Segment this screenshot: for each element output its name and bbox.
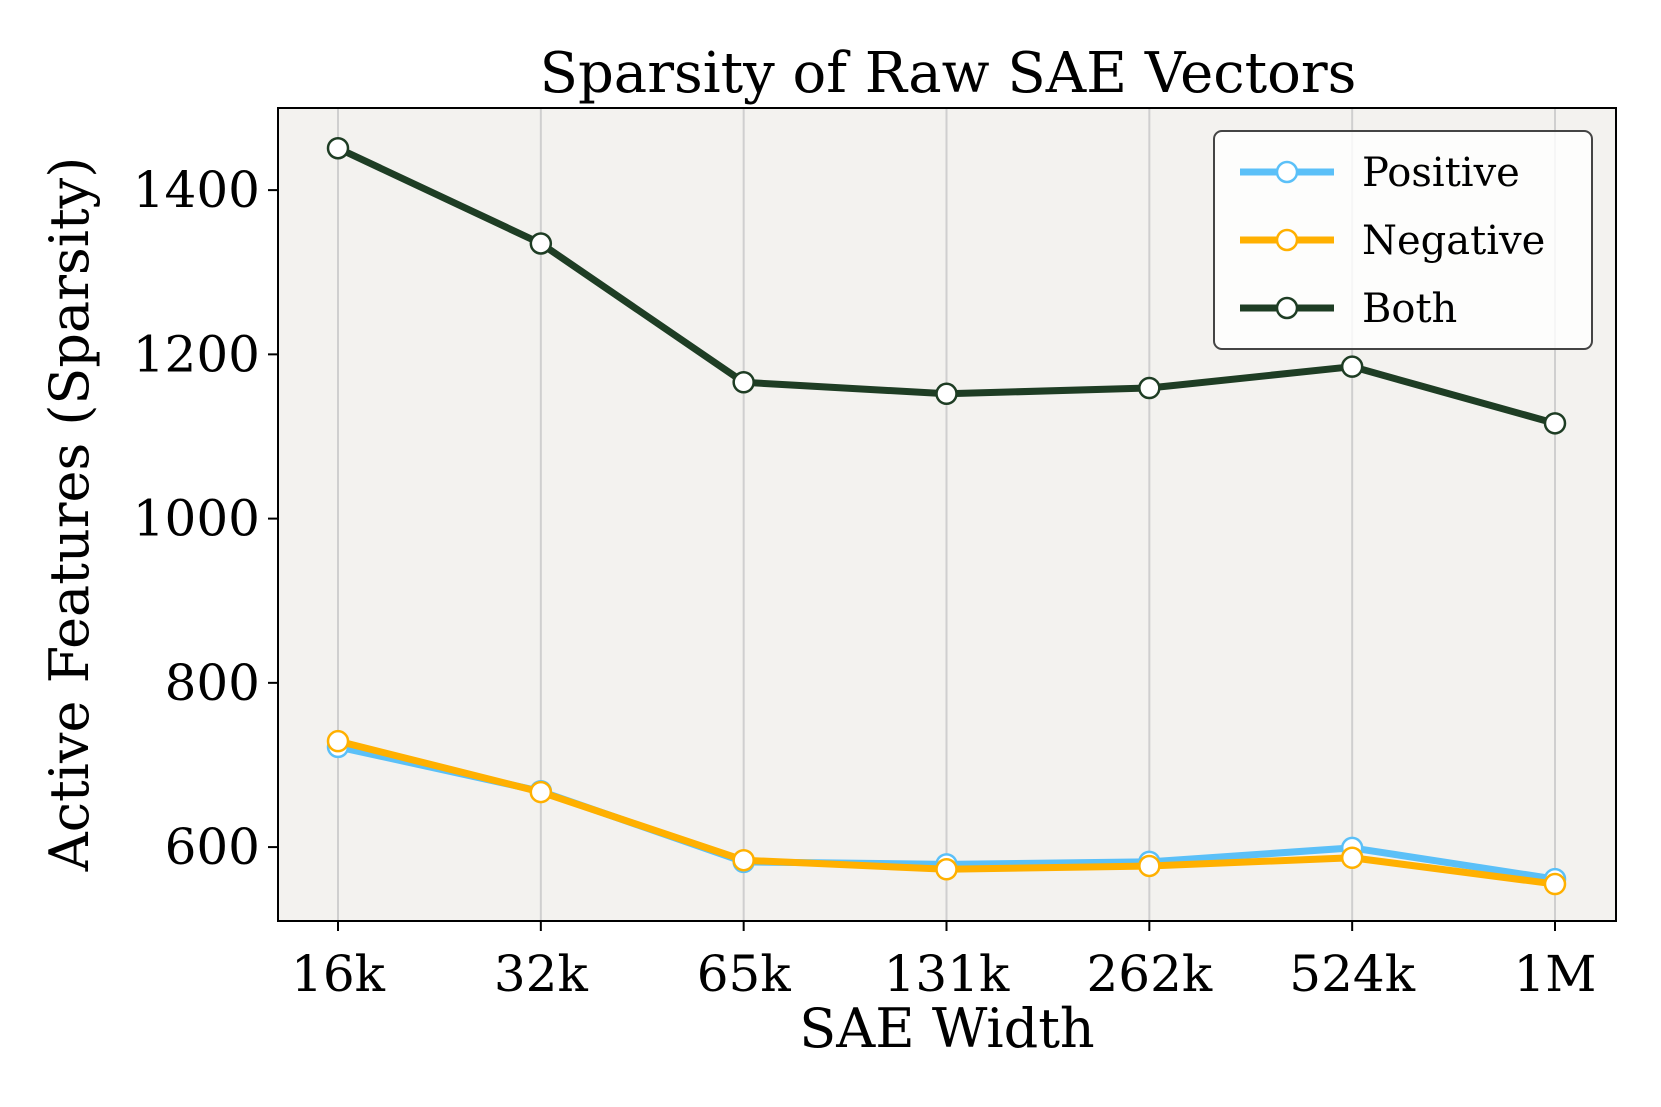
- data-point-both: [732, 371, 755, 394]
- data-point-negative: [529, 780, 553, 804]
- y-tick-label: 1000: [133, 490, 260, 548]
- y-axis: 600 800 1000 1200 1400: [133, 161, 278, 876]
- data-point-both: [529, 232, 553, 255]
- data-point-negative: [326, 729, 350, 753]
- data-point-negative: [1138, 854, 1161, 878]
- x-axis-label: SAE Width: [799, 997, 1094, 1060]
- x-tick-label: 16k: [291, 945, 386, 1003]
- y-axis-label: Active Features (Sparsity): [38, 157, 101, 873]
- legend-marker-both: [1275, 296, 1299, 320]
- data-point-both: [326, 136, 350, 160]
- data-point-both: [1543, 412, 1567, 435]
- x-tick-label: 1M: [1513, 945, 1596, 1003]
- data-point-both: [1340, 355, 1364, 378]
- y-tick-label: 1400: [133, 161, 260, 219]
- legend-label-positive: Positive: [1362, 150, 1520, 196]
- data-point-negative: [1340, 846, 1364, 870]
- series-negative: [326, 729, 1567, 896]
- legend-label-both: Both: [1362, 286, 1457, 332]
- data-point-negative: [1543, 872, 1567, 896]
- y-tick-label: 1200: [133, 325, 260, 383]
- data-point-negative: [935, 858, 958, 881]
- chart-title: Sparsity of Raw SAE Vectors: [540, 41, 1357, 106]
- legend-marker-negative: [1275, 228, 1299, 252]
- series-both: [326, 136, 1567, 435]
- legend-box: [1213, 130, 1593, 350]
- x-tick-label: 32k: [494, 945, 589, 1003]
- x-axis: 16k 32k 65k 131k 262k 524k 1M: [291, 921, 1597, 1003]
- legend-marker-positive: [1275, 160, 1299, 184]
- data-point-negative: [732, 848, 755, 872]
- y-tick-label: 600: [165, 818, 260, 876]
- series-lines: [326, 136, 1567, 896]
- x-tick-label: 131k: [884, 945, 1010, 1003]
- x-tick-label: 65k: [697, 945, 792, 1003]
- data-point-both: [1138, 376, 1161, 400]
- x-tick-label: 262k: [1086, 945, 1212, 1003]
- legend-label-negative: Negative: [1362, 218, 1545, 264]
- data-point-both: [935, 382, 958, 406]
- legend: Positive Negative Both: [1213, 130, 1593, 350]
- x-tick-label: 524k: [1289, 945, 1415, 1003]
- y-tick-label: 800: [165, 654, 260, 712]
